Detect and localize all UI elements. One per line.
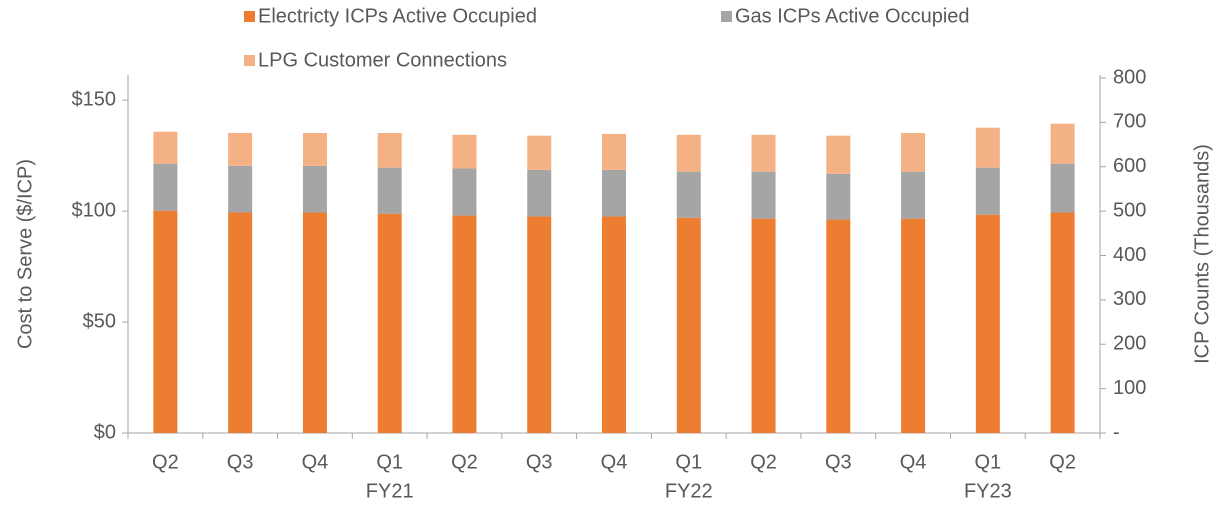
legend-label: Electricty ICPs Active Occupied <box>258 5 537 27</box>
bar-segment <box>377 167 402 214</box>
bar-segment <box>901 171 926 219</box>
y2-axis-title: ICP Counts (Thousands) <box>1191 144 1213 364</box>
y-tick-label: $150 <box>72 88 117 110</box>
bar-segment <box>377 133 402 168</box>
bar-segment <box>676 217 701 433</box>
y2-tick-label: 700 <box>1113 111 1146 133</box>
x-tick-label: Q2 <box>750 451 777 473</box>
bar-segment <box>153 210 178 433</box>
y2-tick-label: 600 <box>1113 155 1146 177</box>
bar-segment <box>228 133 253 166</box>
bar-segment <box>751 171 776 219</box>
bar-segment <box>302 212 327 433</box>
y-tick-label: $100 <box>72 199 117 221</box>
x-tick-label: Q4 <box>302 451 329 473</box>
x-group-label: FY23 <box>964 480 1012 502</box>
bar-segment <box>602 133 626 170</box>
x-tick-label: Q4 <box>601 451 628 473</box>
x-tick-label: Q2 <box>152 451 179 473</box>
bar-segment <box>527 169 552 217</box>
bar-segment <box>452 215 477 433</box>
bar-segment <box>751 218 776 433</box>
bar-segment <box>826 173 851 220</box>
y2-tick-label: 400 <box>1113 244 1146 266</box>
x-group-label: FY21 <box>366 480 414 502</box>
bar-segment <box>1050 212 1075 433</box>
y2-tick-label: 200 <box>1113 333 1146 355</box>
bar-segment <box>377 213 402 433</box>
bar-segment <box>153 163 178 211</box>
y2-tick-label: 500 <box>1113 199 1146 221</box>
bar-segment <box>975 127 1000 168</box>
bar-segment <box>602 216 626 433</box>
bar-segment <box>676 134 701 172</box>
bar-segment <box>676 171 701 218</box>
bar-segment <box>975 167 1000 215</box>
x-tick-label: Q1 <box>975 451 1002 473</box>
bar-segment <box>901 218 926 433</box>
x-tick-label: Q3 <box>526 451 553 473</box>
bar-segment <box>602 169 626 217</box>
y2-tick-label: 800 <box>1113 66 1146 88</box>
y-tick-label: $50 <box>83 310 116 332</box>
legend-label: LPG Customer Connections <box>258 49 507 71</box>
legend-swatch <box>244 55 255 66</box>
bar-segment <box>826 219 851 433</box>
bar-segment <box>901 133 926 172</box>
bar-segment <box>1050 123 1075 164</box>
bar-segment <box>153 131 178 164</box>
bar-segment <box>228 165 253 213</box>
bar-segment <box>527 135 552 170</box>
y-tick-label: $0 <box>94 421 116 443</box>
bar-segment <box>751 134 776 172</box>
x-tick-label: Q1 <box>675 451 702 473</box>
bar-segment <box>302 165 327 213</box>
legend-swatch <box>244 11 255 22</box>
y2-tick-label: - <box>1113 421 1120 443</box>
x-tick-label: Q3 <box>227 451 254 473</box>
y2-tick-label: 300 <box>1113 288 1146 310</box>
bar-segment <box>228 212 253 433</box>
x-tick-label: Q2 <box>1049 451 1076 473</box>
bar-segment <box>826 135 851 174</box>
bar-segment <box>452 168 477 216</box>
y2-tick-label: 100 <box>1113 377 1146 399</box>
bar-segment <box>975 214 1000 433</box>
bar-segment <box>302 133 327 166</box>
legend-swatch <box>721 11 732 22</box>
bar-segment <box>1050 163 1075 213</box>
legend-label: Gas ICPs Active Occupied <box>735 5 970 27</box>
x-tick-label: Q4 <box>900 451 927 473</box>
y-axis-title: Cost to Serve ($/ICP) <box>14 159 36 349</box>
x-tick-label: Q1 <box>376 451 403 473</box>
x-group-label: FY22 <box>665 480 713 502</box>
x-tick-label: Q3 <box>825 451 852 473</box>
x-tick-label: Q2 <box>451 451 478 473</box>
bar-segment <box>527 216 552 433</box>
bar-segment <box>452 134 477 169</box>
